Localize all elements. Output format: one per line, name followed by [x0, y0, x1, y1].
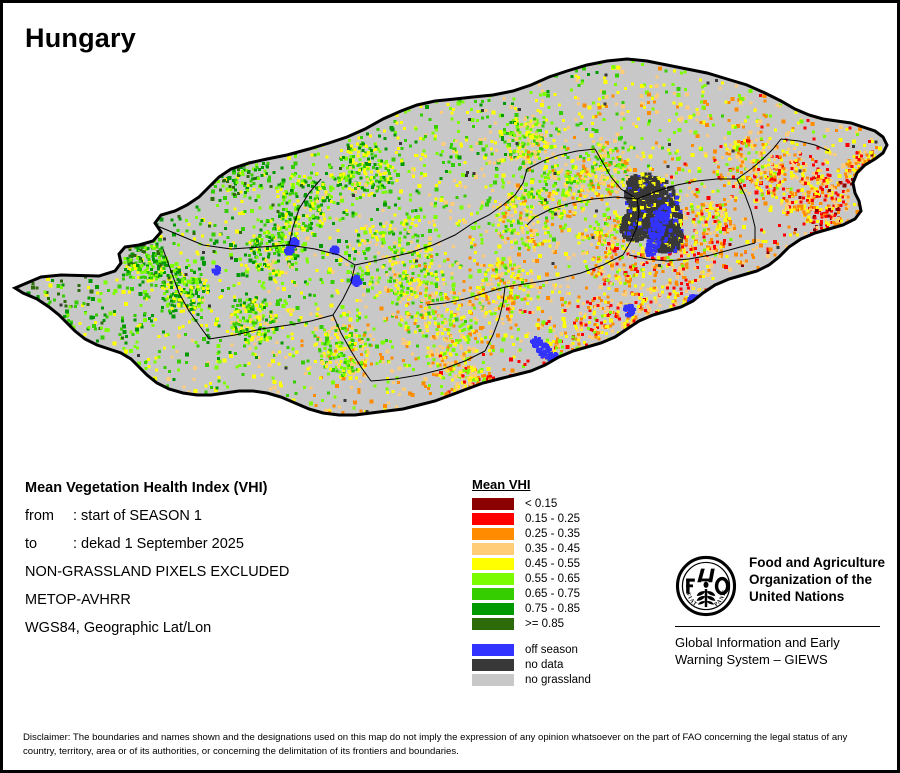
legend-special-row: no data [472, 657, 652, 672]
legend-class-label: 0.35 - 0.45 [525, 542, 580, 555]
legend-class-row: 0.25 - 0.35 [472, 526, 652, 541]
legend-special-label: no grassland [525, 673, 591, 686]
legend-class-label: 0.65 - 0.75 [525, 587, 580, 600]
info-row-from: from : start of SEASON 1 [25, 508, 445, 524]
legend-special-label: off season [525, 643, 578, 656]
legend-class-swatch [472, 602, 514, 615]
legend-class-row: 0.75 - 0.85 [472, 601, 652, 616]
legend-special-row: no grassland [472, 672, 652, 687]
map-legend: Mean VHI < 0.15 0.15 - 0.25 0.25 - 0.35 0.3… [472, 477, 652, 687]
legend-title: Mean VHI [472, 477, 531, 492]
fao-divider [675, 626, 880, 627]
legend-special-label: no data [525, 658, 564, 671]
info-line-sensor: METOP-AVHRR [25, 592, 131, 608]
fao-org-line3: United Nations [749, 588, 845, 604]
fao-logo-icon: FIAT PANIS [675, 555, 737, 617]
legend-class-swatch [472, 512, 514, 525]
fao-branding-block: FIAT PANIS Food and Agriculture Organiza… [675, 555, 890, 668]
giews-line2: Warning System – GIEWS [675, 651, 828, 667]
map-svg [11, 57, 889, 417]
fao-org-line2: Organization of the [749, 571, 872, 587]
vhi-map [3, 49, 897, 429]
legend-class-swatch [472, 617, 514, 630]
legend-class-swatch [472, 527, 514, 540]
legend-class-label: 0.45 - 0.55 [525, 557, 580, 570]
disclaimer-text: Disclaimer: The boundaries and names sho… [23, 732, 848, 757]
legend-class-swatch [472, 557, 514, 570]
fao-logo-row: FIAT PANIS Food and Agriculture Organiza… [675, 555, 890, 617]
legend-class-row: 0.45 - 0.55 [472, 556, 652, 571]
info-line-excluded: NON-GRASSLAND PIXELS EXCLUDED [25, 564, 290, 580]
legend-special-swatch [472, 643, 514, 656]
legend-spacer [472, 631, 652, 642]
from-value: : start of SEASON 1 [73, 508, 202, 524]
to-value: : dekad 1 September 2025 [73, 536, 244, 552]
legend-class-label: >= 0.85 [525, 617, 565, 630]
legend-class-row: 0.55 - 0.65 [472, 571, 652, 586]
legend-class-swatch [472, 497, 514, 510]
fao-organization-name: Food and Agriculture Organization of the… [749, 555, 885, 606]
legend-special-swatch [472, 658, 514, 671]
country-border [11, 57, 889, 417]
legend-class-swatch [472, 587, 514, 600]
legend-class-label: 0.75 - 0.85 [525, 602, 580, 615]
legend-special-swatch [472, 673, 514, 686]
info-heading: Mean Vegetation Health Index (VHI) [25, 480, 268, 496]
map-info-block: Mean Vegetation Health Index (VHI) from:… [25, 480, 445, 648]
legend-class-row: 0.65 - 0.75 [472, 586, 652, 601]
legend-class-label: 0.15 - 0.25 [525, 512, 580, 525]
legend-class-swatch [472, 542, 514, 555]
county-boundaries [154, 138, 830, 382]
legend-class-label: 0.55 - 0.65 [525, 572, 580, 585]
giews-line1: Global Information and Early [675, 635, 840, 650]
legend-class-swatch [472, 572, 514, 585]
legend-class-row: < 0.15 [472, 496, 652, 511]
legend-class-row: >= 0.85 [472, 616, 652, 631]
legend-special-list: off season no data no grassland [472, 642, 652, 687]
page-title: Hungary [25, 23, 136, 53]
legend-class-label: < 0.15 [525, 497, 558, 510]
legend-special-row: off season [472, 642, 652, 657]
info-line-projection: WGS84, Geographic Lat/Lon [25, 620, 212, 636]
from-label: from [25, 508, 54, 524]
to-label: to [25, 536, 38, 552]
legend-class-label: 0.25 - 0.35 [525, 527, 580, 540]
fao-org-line1: Food and Agriculture [749, 555, 885, 570]
legend-class-row: 0.15 - 0.25 [472, 511, 652, 526]
legend-class-list: < 0.15 0.15 - 0.25 0.25 - 0.35 0.35 - 0.45 0… [472, 496, 652, 631]
giews-label: Global Information and Early Warning Sys… [675, 635, 890, 668]
legend-class-row: 0.35 - 0.45 [472, 541, 652, 556]
map-base-fill [15, 59, 887, 415]
info-row-to: to : dekad 1 September 2025 [25, 536, 445, 552]
